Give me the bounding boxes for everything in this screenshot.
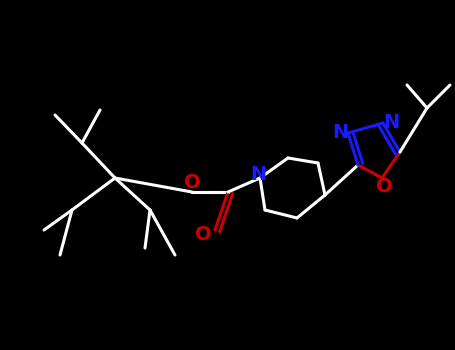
Text: N: N xyxy=(250,166,266,184)
Text: O: O xyxy=(195,225,211,245)
Text: N: N xyxy=(383,113,399,133)
Text: O: O xyxy=(184,173,200,191)
Text: N: N xyxy=(332,124,348,142)
Text: O: O xyxy=(376,176,392,196)
